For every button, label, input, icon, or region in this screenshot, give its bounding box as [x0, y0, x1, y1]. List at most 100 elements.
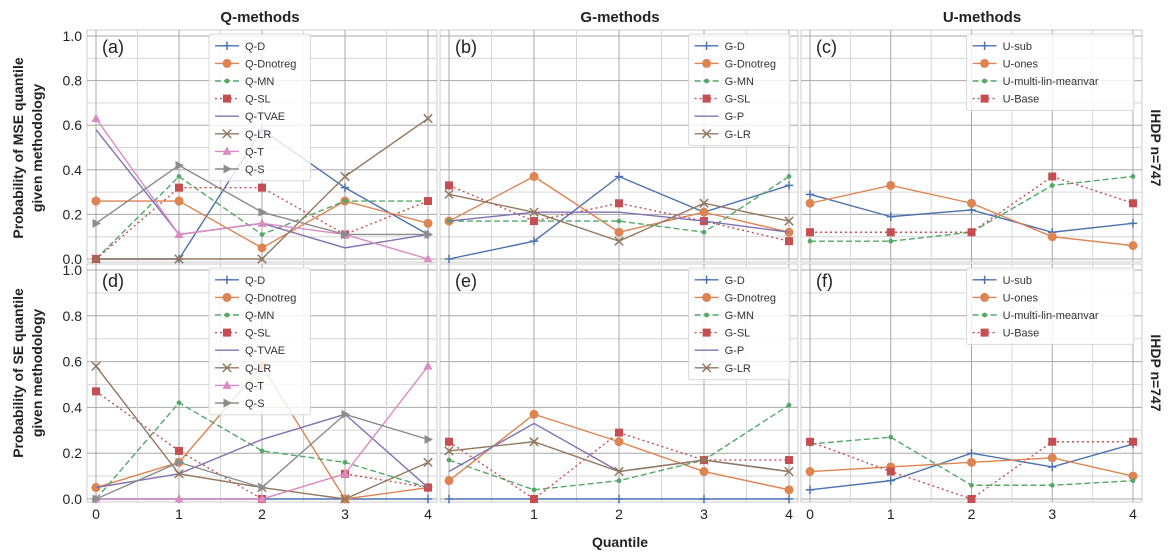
- panel-e-legend-series-g-mn-marker: [704, 312, 709, 318]
- panel-b-series-g-dnotreg-point: [699, 207, 709, 217]
- panel-c-legend-series-u-ones-marker: [980, 58, 990, 68]
- panel-d-series-q-mn-point: [176, 400, 182, 406]
- panel-d-xtick-label: 0: [92, 506, 100, 522]
- panel-b-series-g-sl-point: [785, 237, 793, 246]
- panel-d-series-q-sl-point: [92, 387, 100, 396]
- panel-a-series-q-t-point: [423, 254, 433, 263]
- panel-f-legend-series-u-ones-label: U-ones: [1003, 292, 1039, 304]
- panel-d-legend-series-q-t-label: Q-T: [245, 380, 264, 392]
- panel-c-legend-series-u-multi-lin-meanvar-label: U-multi-lin-meanvar: [1003, 76, 1099, 88]
- panel-c-series-u-sub-point: [1128, 219, 1138, 228]
- panel-e-series-g-mn-point: [531, 487, 537, 493]
- panel-a-ytick-label: 0.6: [63, 117, 83, 133]
- panel-b-letter: (b): [455, 37, 477, 57]
- panel-b-series-g-lr-point: [699, 198, 709, 208]
- y-axis-label-bottom-line2: given methodology: [29, 309, 45, 438]
- panel-a-series-q-lr-point: [91, 254, 101, 264]
- panel-e-xtick-label: 1: [530, 506, 538, 522]
- panel-e-series-g-lr-point: [784, 466, 794, 477]
- panel-b-series-g-d-point: [529, 236, 539, 246]
- panel-b-legend-series-g-lr-label: G-LR: [725, 129, 751, 141]
- panel-d-ytick-label: 0.6: [63, 354, 83, 370]
- panel-c-series-u-base-point: [886, 228, 895, 237]
- panel-a-legend-series-q-d-label: Q-D: [245, 41, 265, 53]
- panel-a-series-q-s-point: [258, 207, 267, 217]
- panel-a-series-q-lr-point: [340, 171, 350, 182]
- panel-b-series-g-mn-line: [449, 175, 790, 233]
- panel-d-series-q-s-point: [258, 483, 267, 493]
- panel-b-legend: G-D G-Dnotreg G-MN G-SL G-P G-LR: [688, 33, 791, 147]
- panel-a-legend-series-q-dnotreg-label: Q-Dnotreg: [245, 58, 296, 70]
- row-label-top: IHDP n=747: [1148, 109, 1164, 186]
- panel-f-series-u-ones-point: [1047, 453, 1057, 463]
- panel-e-series-g-d-point: [784, 494, 794, 504]
- panel-e-series-g-mn-point: [786, 402, 792, 408]
- panel-b-series-g-lr-point: [614, 236, 624, 246]
- panel-f-series-u-base-point: [886, 467, 895, 476]
- panel-e-series-g-d-point: [699, 494, 709, 504]
- panel-b: (b) G-D G-Dnotreg G-MN G-SL G-P G-LR: [439, 29, 799, 264]
- panel-e-xtick-label: 3: [700, 506, 708, 522]
- panel-e-legend-series-g-dnotreg-marker: [702, 292, 712, 302]
- panel-c-legend-series-u-base-label: U-Base: [1003, 94, 1040, 106]
- panel-b-series-g-dnotreg-point: [614, 227, 624, 237]
- panel-f: 0 1 2 3 4(f) U-subU-onesU-multi-lin-meanvarU-…: [800, 263, 1143, 522]
- panel-e-series-g-sl-point: [445, 437, 453, 446]
- panel-e-legend-series-g-mn-label: G-MN: [725, 310, 754, 322]
- panel-d-legend-series-q-sl-label: Q-SL: [245, 328, 271, 340]
- panel-b-legend-series-g-mn-marker: [704, 78, 709, 84]
- panel-e-series-g-mn-point: [446, 457, 452, 463]
- panel-d-series-q-mn-point: [342, 459, 348, 465]
- panel-d-series-q-t-point: [340, 468, 350, 478]
- panel-f-series-u-base-point: [1129, 437, 1137, 446]
- panel-e-series-g-mn-point: [616, 478, 622, 484]
- panel-c-legend-series-u-sub-label: U-sub: [1003, 41, 1032, 53]
- panel-f-series-u-multi-lin-meanvar-point: [969, 482, 974, 488]
- panel-e-legend-series-g-dnotreg-label: G-Dnotreg: [725, 292, 776, 304]
- panel-a-legend-series-q-t-marker: [222, 146, 232, 155]
- panel-b-series-g-mn-point: [616, 218, 622, 224]
- panel-a-legend-series-q-dnotreg-marker: [222, 58, 232, 68]
- panel-b-series-g-mn-point: [786, 174, 792, 179]
- panel-f-xtick-label: 0: [806, 506, 814, 522]
- panel-d-letter: (d): [102, 271, 124, 291]
- panel-c-series-u-multi-lin-meanvar-point: [1130, 174, 1136, 179]
- panel-a-legend-series-q-d-marker: [222, 41, 232, 50]
- panel-d-ytick-label: 0.0: [63, 491, 83, 507]
- panel-b-series-g-sl-point: [530, 217, 538, 226]
- panel-a-legend-series-q-s-marker: [223, 164, 232, 174]
- panel-b-series-g-sl-point: [445, 181, 453, 190]
- figure-labels: Q-methods G-methods U-methods Probabilit…: [10, 9, 1164, 550]
- panel-e-legend-series-g-d-marker: [702, 275, 711, 284]
- panel-c-series-u-multi-lin-meanvar-point: [888, 238, 894, 244]
- panel-e-series-g-dnotreg-point: [699, 467, 709, 477]
- panel-b-series-g-sl-point: [615, 199, 623, 208]
- panel-a-legend-series-q-sl-marker: [223, 94, 231, 103]
- panel-a-legend-series-q-mn-marker: [224, 78, 230, 84]
- panel-d-legend-series-q-lr-marker: [222, 363, 232, 373]
- panel-e-legend-series-g-lr-marker: [701, 363, 712, 373]
- panel-c-series-u-ones-point: [886, 180, 896, 190]
- panel-b-legend-series-g-dnotreg-marker: [702, 58, 712, 68]
- row-label-bottom: IHDP n=747: [1148, 334, 1164, 411]
- panel-b-series-g-dnotreg-point: [529, 171, 539, 181]
- panel-d-legend-series-q-lr-label: Q-LR: [245, 363, 271, 375]
- panel-d-legend: Q-D Q-Dnotreg Q-MN Q-SL Q-TVAE Q-LR Q-T Q-S: [208, 267, 311, 416]
- panel-a-series-q-t-point: [91, 113, 101, 123]
- panel-e-xtick-label: 2: [615, 506, 623, 522]
- panel-d-legend-series-q-dnotreg-marker: [222, 292, 232, 302]
- panel-e-series-g-lr-point: [529, 437, 539, 447]
- panel-d-series-q-d-point: [423, 494, 433, 504]
- panel-a-series-q-s-point: [341, 229, 350, 239]
- panel-a-legend-series-q-mn-label: Q-MN: [245, 76, 274, 88]
- panel-b-legend-series-g-sl-marker: [702, 94, 711, 103]
- panel-d-ytick-label: 1.0: [63, 262, 83, 278]
- y-axis-label-bottom-line1: Probability of SE quantile: [10, 288, 26, 458]
- panel-d-xtick-label: 3: [341, 506, 349, 522]
- panel-c-series-u-base-point: [967, 228, 976, 237]
- panel-b-legend-series-g-lr-marker: [701, 129, 712, 139]
- panel-f-series-u-sub-point: [886, 476, 895, 485]
- panel-c-series-u-base-point: [1129, 199, 1137, 208]
- panel-d-series-q-t-point: [423, 361, 433, 370]
- panel-f-legend-series-u-multi-lin-meanvar-marker: [982, 312, 987, 318]
